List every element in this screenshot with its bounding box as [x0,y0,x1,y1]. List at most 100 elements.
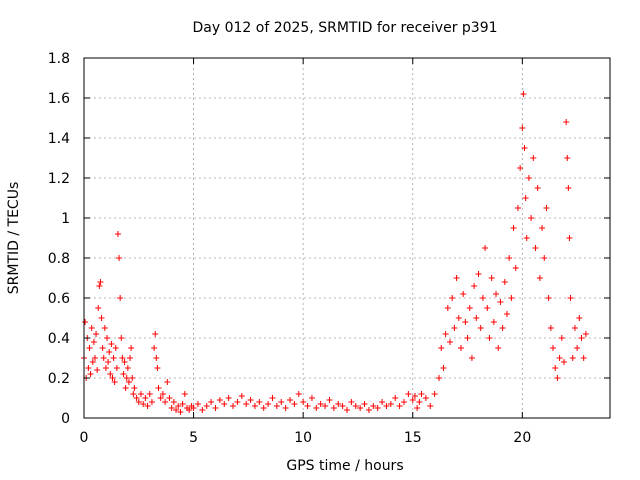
data-point [520,91,527,97]
data-point [534,185,541,191]
data-point [116,255,123,261]
data-point [86,345,93,351]
data-point [326,397,333,403]
data-point [490,319,497,325]
data-point [501,279,508,285]
data-point [313,405,320,411]
data-point [82,319,89,325]
axis-ticks: 0 0.2 0.4 0.6 0.8 1 1.2 1.4 1.6 1.8 0 5 10 15 20 [48,51,610,446]
data-point [234,399,241,405]
data-point [370,403,377,409]
data-point [146,391,153,397]
data-point [90,339,97,345]
data-point [522,195,529,201]
data-point [547,325,554,331]
data-point [357,405,364,411]
data-point [422,395,429,401]
data-point [431,391,438,397]
data-point [552,365,559,371]
data-point [447,339,454,345]
data-point [484,305,491,311]
data-point [87,371,94,377]
data-point [166,395,173,401]
data-point [541,255,548,261]
data-point [479,295,486,301]
data-point [295,391,302,397]
data-point [111,379,118,385]
x-tick-label: 15 [404,430,422,446]
data-point [225,395,232,401]
data-point [503,311,510,317]
data-point [462,319,469,325]
data-point [564,155,571,161]
data-point [464,335,471,341]
data-point [112,345,119,351]
data-point [247,397,254,403]
data-point [212,405,219,411]
data-point [251,403,258,409]
data-point [140,401,147,407]
data-point [243,401,250,407]
y-tick-label: 0.6 [48,291,70,307]
data-point [405,391,412,397]
data-point [291,401,298,407]
data-point [104,335,111,341]
data-point [532,245,539,251]
data-point [517,165,524,171]
data-point [153,355,160,361]
data-point [101,325,108,331]
data-point [466,305,473,311]
data-point [574,345,581,351]
data-point [278,399,285,405]
data-point [508,295,515,301]
data-point [352,403,359,409]
data-point [129,375,136,381]
data-point [170,399,177,405]
data-point [106,349,113,355]
data-point [125,379,132,385]
x-tick-label: 5 [189,430,198,446]
data-point [427,403,434,409]
data-point [543,205,550,211]
data-point [361,401,368,407]
data-point [558,335,565,341]
data-point [97,279,104,285]
data-point [499,325,506,331]
data-point [304,403,311,409]
data-point [89,359,96,365]
data-point [475,271,482,277]
data-point [122,385,129,391]
data-point [411,393,418,399]
data-point [566,235,573,241]
y-tick-label: 0.8 [48,251,70,267]
data-point [133,395,140,401]
data-point [95,305,102,311]
data-point [379,399,386,405]
data-point [387,401,394,407]
data-point [473,315,480,321]
data-point [110,355,117,361]
data-point [238,393,245,399]
data-point [131,385,138,391]
data-point [120,371,127,377]
data-point [124,365,131,371]
data-point [151,345,158,351]
data-point [221,401,228,407]
y-tick-label: 1.8 [48,51,70,67]
data-point [455,315,462,321]
x-axis-label: GPS time / hours [286,458,403,474]
data-point [273,403,280,409]
data-point [523,235,530,241]
data-point [148,399,155,405]
data-point [400,399,407,405]
data-point [179,401,186,407]
data-point [569,355,576,361]
data-point [300,399,307,405]
x-tick-label: 20 [513,430,531,446]
data-point [497,299,504,305]
data-point [457,345,464,351]
data-point [560,359,567,365]
data-point [528,215,535,221]
data-point [203,403,210,409]
